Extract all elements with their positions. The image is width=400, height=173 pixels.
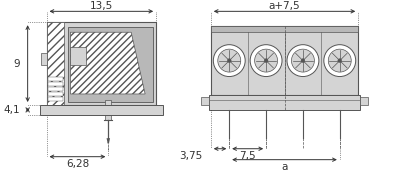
Bar bbox=[48, 87, 64, 91]
Bar bbox=[40, 105, 163, 115]
Circle shape bbox=[255, 49, 278, 72]
Text: 9: 9 bbox=[13, 59, 20, 69]
Bar bbox=[48, 97, 64, 101]
Polygon shape bbox=[70, 32, 145, 94]
Bar bbox=[211, 26, 358, 32]
Text: 6,28: 6,28 bbox=[66, 159, 89, 169]
Text: 13,5: 13,5 bbox=[90, 1, 113, 11]
Circle shape bbox=[301, 59, 305, 62]
Circle shape bbox=[227, 59, 231, 62]
Bar bbox=[70, 47, 86, 65]
Bar bbox=[46, 22, 156, 105]
Circle shape bbox=[324, 45, 356, 76]
Circle shape bbox=[264, 59, 268, 62]
Text: 4,1: 4,1 bbox=[3, 105, 20, 115]
Bar bbox=[105, 100, 111, 120]
Circle shape bbox=[338, 59, 342, 62]
Bar bbox=[211, 26, 358, 95]
Bar bbox=[68, 27, 153, 102]
Text: 3,75: 3,75 bbox=[180, 151, 203, 161]
Text: a: a bbox=[281, 162, 288, 172]
Bar bbox=[48, 92, 64, 96]
Bar bbox=[46, 22, 64, 105]
Circle shape bbox=[287, 45, 319, 76]
Circle shape bbox=[218, 49, 241, 72]
Text: 7,5: 7,5 bbox=[239, 151, 256, 161]
Circle shape bbox=[292, 49, 314, 72]
Bar bbox=[48, 82, 64, 86]
Bar bbox=[40, 53, 46, 65]
Circle shape bbox=[328, 49, 351, 72]
Bar bbox=[201, 97, 209, 105]
Circle shape bbox=[213, 45, 245, 76]
Bar bbox=[209, 95, 360, 110]
Circle shape bbox=[250, 45, 282, 76]
Bar bbox=[48, 77, 64, 81]
Bar bbox=[360, 97, 368, 105]
Text: a+7,5: a+7,5 bbox=[269, 1, 300, 11]
